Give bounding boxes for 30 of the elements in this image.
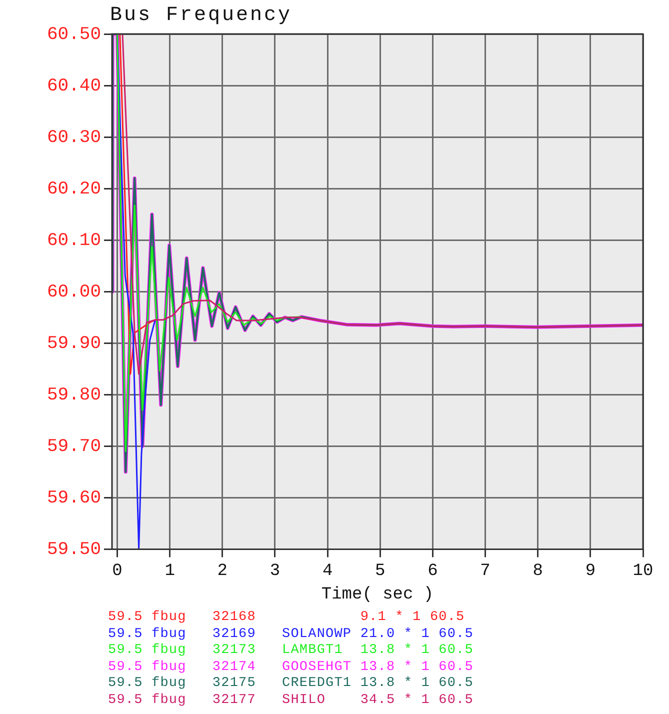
x-tick-label: 5 bbox=[375, 562, 386, 581]
x-tick-label: 9 bbox=[585, 562, 596, 581]
y-tick-label: 59.60 bbox=[46, 488, 101, 508]
text: 59.5 fbug 32168 9.1 * 1 60.5 bbox=[108, 610, 466, 626]
y-tick-label: 59.50 bbox=[46, 540, 101, 560]
y-tick-label: 60.40 bbox=[46, 76, 101, 96]
y-tick-label: 59.90 bbox=[46, 334, 101, 354]
text: 59.5 fbug 32173 LAMBGT1 13.8 * 1 60.5 bbox=[108, 643, 474, 660]
x-tick-label: 2 bbox=[217, 562, 228, 581]
x-tick-label: 3 bbox=[270, 562, 280, 581]
text: 59.5 fbug 32177 SHILO 34.5 * 1 60.5 bbox=[108, 692, 474, 709]
y-tick-label: 60.20 bbox=[46, 179, 101, 200]
x-tick-label: 10 bbox=[632, 562, 654, 581]
x-tick-label: 7 bbox=[480, 562, 490, 581]
text: 59.5 fbug 32174 GOOSEHGT 13.8 * 1 60.5 bbox=[108, 660, 474, 676]
x-tick-label: 0 bbox=[112, 562, 122, 581]
y-tick-label: 60.00 bbox=[46, 282, 101, 302]
y-tick-label: 60.50 bbox=[46, 24, 101, 45]
x-axis-title: Time( sec ) bbox=[321, 585, 434, 604]
y-tick-label: 60.10 bbox=[46, 230, 101, 251]
text: 59.5 fbug 32175 CREEDGT1 13.8 * 1 60.5 bbox=[108, 676, 474, 692]
y-tick-label: 59.80 bbox=[46, 385, 101, 406]
x-tick-label: 1 bbox=[164, 562, 175, 581]
y-tick-label: 59.70 bbox=[46, 436, 101, 457]
text: 59.5 fbug 32169 SOLANOWP 21.0 * 1 60.5 bbox=[108, 626, 474, 643]
y-tick-label: 60.30 bbox=[46, 128, 101, 148]
chart-title: Bus Frequency bbox=[110, 4, 292, 27]
x-tick-label: 6 bbox=[428, 562, 438, 581]
x-tick-label: 4 bbox=[322, 562, 333, 581]
x-tick-label: 8 bbox=[532, 562, 543, 581]
